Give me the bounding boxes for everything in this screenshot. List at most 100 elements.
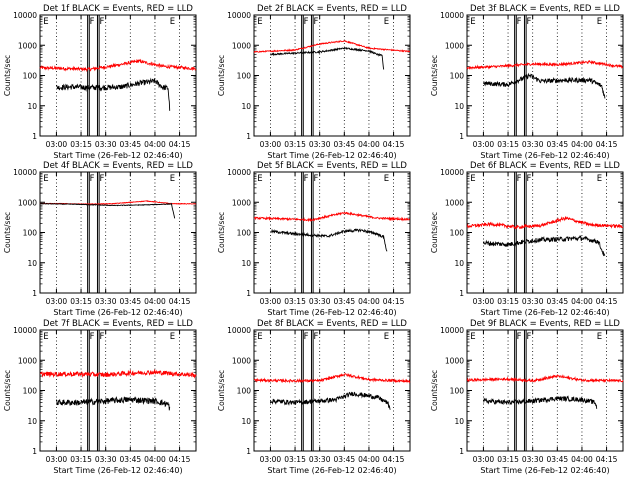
flag-label: F (517, 332, 522, 342)
y-axis-label: Counts/sec (3, 55, 12, 96)
panel-title: Det 2f BLACK = Events, RED = LLD (257, 4, 407, 14)
x-tick-label: 03:15 (284, 297, 306, 306)
x-tick-label: 03:30 (309, 297, 331, 306)
x-tick-label: 03:45 (120, 140, 142, 149)
x-tick-label: 03:00 (260, 297, 282, 306)
x-tick-label: 03:45 (547, 297, 569, 306)
panel-title: Det 1f BLACK = Events, RED = LLD (43, 4, 193, 14)
panel-title: Det 3f BLACK = Events, RED = LLD (470, 4, 620, 14)
x-tick-label: 04:15 (383, 455, 405, 464)
series-events (56, 395, 171, 411)
y-tick-label: 1 (459, 447, 464, 456)
x-tick-label: 04:00 (358, 455, 380, 464)
x-tick-label: 03:45 (334, 297, 356, 306)
x-tick-label: 03:45 (547, 140, 569, 149)
y-tick-label: 100 (237, 72, 252, 81)
flag-label: F (517, 17, 522, 27)
x-axis-label: Start Time (26-Feb-12 02:46:40) (267, 466, 396, 475)
y-tick-label: 10000 (13, 326, 37, 335)
annotation-label: E (43, 174, 48, 184)
series-lld (466, 374, 624, 383)
y-tick-label: 100 (237, 229, 252, 238)
x-tick-label: 03:15 (497, 297, 519, 306)
flag-label: F (304, 332, 309, 342)
x-tick-label: 03:00 (473, 297, 495, 306)
series-events (270, 228, 388, 252)
x-tick-label: 04:15 (596, 455, 618, 464)
y-tick-label: 10000 (227, 11, 251, 20)
series-lld (253, 372, 411, 384)
x-axis-label: Start Time (26-Feb-12 02:46:40) (53, 151, 182, 160)
y-tick-label: 1000 (18, 356, 37, 365)
x-tick-label: 03:00 (260, 140, 282, 149)
series-lld (466, 59, 624, 71)
panel-title: Det 5f BLACK = Events, RED = LLD (257, 161, 407, 171)
y-tick-label: 100 (23, 229, 38, 238)
y-tick-label: 1 (459, 132, 464, 141)
x-tick-label: 04:15 (169, 297, 191, 306)
x-tick-label: 03:15 (70, 297, 92, 306)
y-tick-label: 1 (32, 132, 37, 141)
x-tick-label: 04:15 (169, 455, 191, 464)
x-tick-label: 03:30 (95, 140, 117, 149)
x-tick-label: 04:15 (596, 297, 618, 306)
x-tick-label: 04:00 (571, 297, 593, 306)
y-tick-label: 1000 (232, 356, 251, 365)
flag-label: F (304, 174, 309, 184)
x-axis-label: Start Time (26-Feb-12 02:46:40) (480, 466, 609, 475)
annotation-label: E (470, 17, 475, 27)
x-tick-label: 03:15 (284, 455, 306, 464)
annotation-label: E (257, 332, 262, 342)
annotation-label: E (170, 332, 175, 342)
x-tick-label: 03:00 (46, 140, 68, 149)
y-tick-label: 10000 (440, 168, 464, 177)
y-tick-label: 10000 (13, 11, 37, 20)
x-tick-label: 04:15 (596, 140, 618, 149)
y-axis-label: Counts/sec (430, 212, 439, 253)
y-axis-label: Counts/sec (430, 370, 439, 411)
series-lld (253, 40, 410, 54)
x-tick-label: 03:30 (95, 455, 117, 464)
x-tick-label: 03:30 (522, 297, 544, 306)
series-events (39, 202, 176, 219)
x-tick-label: 04:15 (169, 140, 191, 149)
panel-title: Det 9f BLACK = Events, RED = LLD (470, 319, 620, 329)
annotation-label: E (470, 332, 475, 342)
x-tick-label: 03:00 (473, 140, 495, 149)
annotation-label: E (43, 332, 48, 342)
y-tick-label: 10000 (13, 168, 37, 177)
x-tick-label: 03:15 (284, 140, 306, 149)
y-tick-label: 10 (27, 417, 37, 426)
series-lld (253, 211, 411, 223)
x-tick-label: 04:15 (383, 297, 405, 306)
panel-det-2: Det 2f BLACK = Events, RED = LLD 03:00 03:… (217, 4, 411, 160)
flag-label: F (90, 17, 95, 27)
series-events (483, 395, 598, 409)
y-tick-label: 100 (450, 229, 465, 238)
x-tick-label: 04:00 (571, 140, 593, 149)
x-axis-label: Start Time (26-Feb-12 02:46:40) (53, 466, 182, 475)
x-tick-label: 03:00 (473, 455, 495, 464)
x-tick-label: 03:00 (46, 455, 68, 464)
plot-frame (39, 171, 197, 294)
y-tick-label: 1 (32, 289, 37, 298)
x-tick-label: 03:15 (497, 140, 519, 149)
annotation-label: E (257, 17, 262, 27)
plot-frame (466, 14, 624, 137)
series-events (56, 77, 171, 111)
y-tick-label: 100 (23, 387, 38, 396)
flag-label: F (526, 17, 531, 27)
y-tick-label: 1 (246, 289, 251, 298)
x-tick-label: 04:00 (358, 297, 380, 306)
y-tick-label: 10000 (227, 168, 251, 177)
y-tick-label: 1000 (445, 41, 464, 50)
y-tick-label: 100 (23, 72, 38, 81)
annotation-label: E (597, 17, 602, 27)
y-tick-label: 1 (246, 447, 251, 456)
y-tick-label: 1000 (445, 198, 464, 207)
flag-label: F (99, 174, 104, 184)
y-tick-label: 10 (454, 259, 464, 268)
